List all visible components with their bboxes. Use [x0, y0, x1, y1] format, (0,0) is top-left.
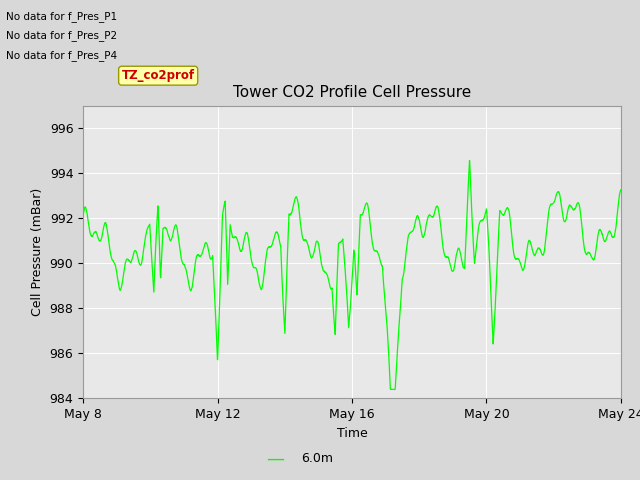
Text: —: —	[266, 449, 284, 468]
Text: No data for f_Pres_P2: No data for f_Pres_P2	[6, 30, 118, 41]
Text: 6.0m: 6.0m	[301, 452, 333, 465]
X-axis label: Time: Time	[337, 427, 367, 440]
Text: No data for f_Pres_P4: No data for f_Pres_P4	[6, 49, 118, 60]
Title: Tower CO2 Profile Cell Pressure: Tower CO2 Profile Cell Pressure	[233, 85, 471, 100]
Text: TZ_co2prof: TZ_co2prof	[122, 69, 195, 82]
Text: No data for f_Pres_P1: No data for f_Pres_P1	[6, 11, 118, 22]
Y-axis label: Cell Pressure (mBar): Cell Pressure (mBar)	[31, 188, 44, 316]
